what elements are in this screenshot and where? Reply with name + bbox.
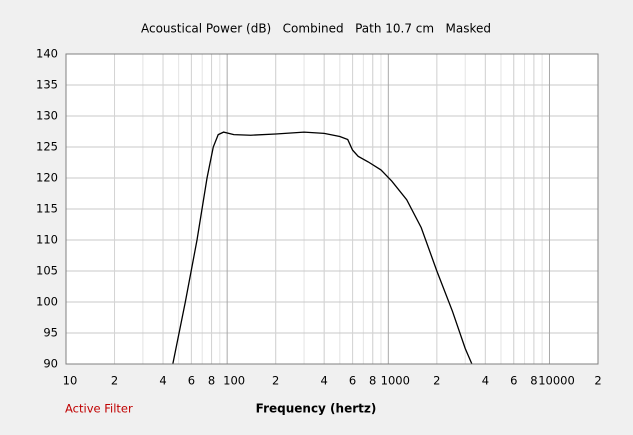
x-tick-label: 10000 [538, 374, 575, 388]
series-line [172, 131, 473, 365]
y-tick-label: 115 [36, 202, 58, 216]
y-tick-label: 95 [43, 326, 58, 340]
y-tick-label: 140 [36, 47, 58, 61]
y-tick-label: 125 [36, 140, 58, 154]
y-tick-label: 110 [36, 233, 58, 247]
x-tick-label: 4 [321, 374, 328, 388]
y-tick-label: 120 [36, 171, 58, 185]
y-tick-label: 105 [36, 264, 58, 278]
y-tick-label: 135 [36, 78, 58, 92]
x-tick-label: 2 [272, 374, 279, 388]
chart-title: Acoustical Power (dB) Combined Path 10.7… [141, 22, 491, 36]
y-tick-label: 90 [43, 357, 58, 371]
y-tick-label: 100 [36, 295, 58, 309]
x-tick-label: 1000 [381, 374, 410, 388]
plot [172, 131, 473, 365]
x-tick-label: 2 [594, 374, 601, 388]
x-axis-label: Frequency (hertz) [256, 402, 377, 416]
y-tick-label: 130 [36, 109, 58, 123]
x-tick-label: 4 [482, 374, 489, 388]
x-tick-label: 8 [530, 374, 537, 388]
x-tick-label: 2 [111, 374, 118, 388]
x-tick-label: 8 [208, 374, 215, 388]
plot-frame [65, 53, 599, 365]
x-tick-label: 6 [188, 374, 195, 388]
annotation: Active Filter [65, 402, 133, 416]
x-tick-label: 2 [433, 374, 440, 388]
x-tick-label: 8 [369, 374, 376, 388]
x-tick-label: 4 [159, 374, 166, 388]
x-tick-label: 6 [349, 374, 356, 388]
x-tick-label: 6 [510, 374, 517, 388]
x-tick-label: 100 [223, 374, 245, 388]
x-tick-label: 10 [63, 374, 78, 388]
